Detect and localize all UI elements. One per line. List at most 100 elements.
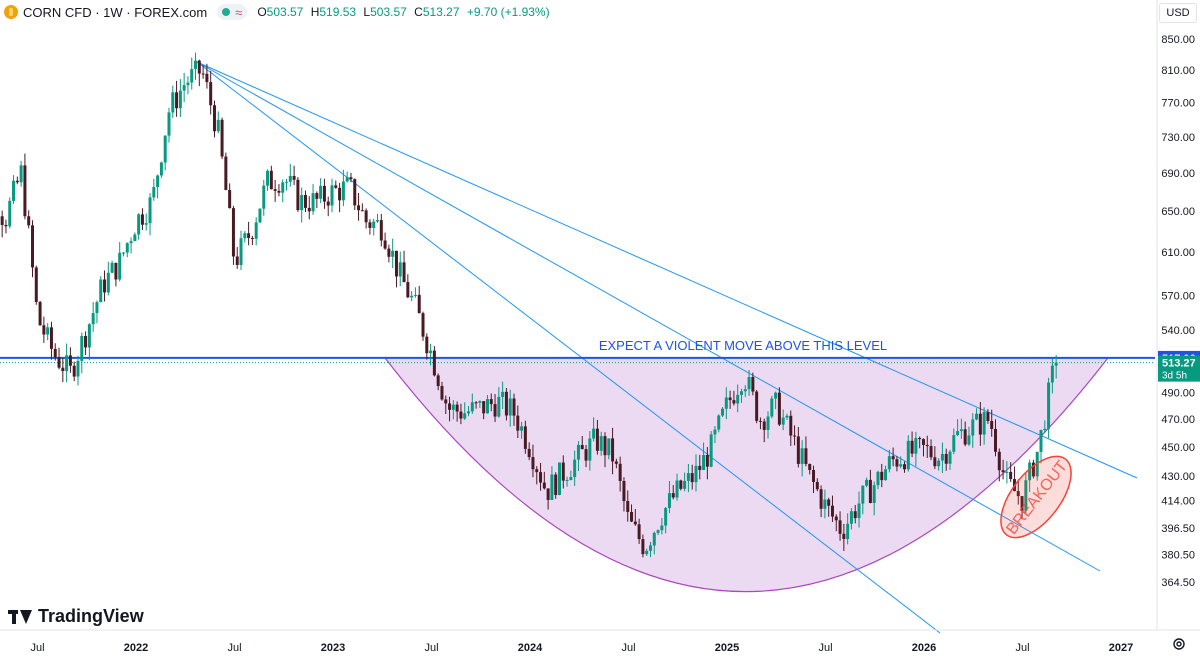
- candle-body: [148, 197, 152, 224]
- candle-body: [933, 457, 937, 467]
- candle-body: [584, 449, 588, 461]
- candle-body: [830, 505, 834, 517]
- price-tick-label: 450.00: [1161, 442, 1195, 454]
- candle-body: [504, 391, 508, 416]
- candle: [167, 107, 171, 143]
- candle: [80, 332, 84, 374]
- candle-body: [38, 301, 42, 326]
- candle: [732, 390, 736, 406]
- candle: [648, 541, 652, 558]
- candle-body: [747, 377, 751, 390]
- time-tick-label: 2024: [518, 642, 543, 654]
- currency-button[interactable]: USD: [1159, 3, 1197, 23]
- candle: [470, 393, 474, 414]
- candle-body: [467, 411, 471, 414]
- candle-body: [455, 404, 459, 412]
- candle-body: [398, 262, 402, 277]
- candle: [417, 285, 421, 314]
- price-tick-label: 396.50: [1161, 523, 1195, 535]
- candle: [258, 208, 262, 224]
- ohlc-values: O503.57 H519.53 L503.57 C513.27 +9.70 (+…: [257, 5, 553, 19]
- candle: [398, 251, 402, 287]
- candle-body: [565, 480, 569, 482]
- candle: [796, 427, 800, 468]
- candle: [868, 469, 872, 504]
- candle-body: [952, 435, 956, 452]
- candle-body: [133, 234, 137, 242]
- candle: [27, 210, 31, 229]
- high-value: 519.53: [319, 5, 357, 19]
- tradingview-mark-icon: [8, 609, 32, 624]
- open-label: O: [257, 5, 267, 19]
- candle-body: [307, 207, 311, 212]
- time-tick-label: 2026: [912, 642, 936, 654]
- candle: [561, 455, 565, 489]
- candle-body: [224, 156, 228, 190]
- candle-body: [95, 302, 99, 314]
- candle-body: [755, 391, 759, 421]
- candle: [956, 419, 960, 437]
- symbol-title[interactable]: CORN CFD · 1W · FOREX.com: [23, 4, 208, 20]
- candle: [667, 481, 671, 514]
- price-tick-label: 380.50: [1161, 550, 1195, 562]
- candle-body: [1016, 491, 1020, 497]
- market-status[interactable]: ≈: [217, 4, 248, 20]
- candle-body: [262, 185, 266, 209]
- candle-body: [175, 92, 179, 109]
- candle-body: [330, 185, 334, 206]
- candle-body: [429, 350, 433, 354]
- candle-body: [842, 533, 846, 539]
- candle: [444, 395, 448, 414]
- candle-body: [322, 185, 326, 202]
- candle: [212, 100, 216, 138]
- candle-body: [891, 456, 895, 460]
- candle: [421, 311, 425, 341]
- candle: [273, 179, 277, 202]
- candle: [1009, 462, 1013, 483]
- candle-body: [57, 357, 61, 368]
- candle: [1054, 355, 1058, 379]
- candle: [292, 165, 296, 186]
- candle: [186, 76, 190, 95]
- candle-body: [630, 511, 634, 522]
- candle: [319, 178, 323, 204]
- candle: [959, 418, 963, 439]
- candle-body: [220, 119, 224, 157]
- candle: [341, 169, 345, 207]
- candle: [34, 265, 38, 305]
- candle-body: [201, 73, 205, 75]
- candle: [156, 174, 160, 199]
- tradingview-logo[interactable]: TradingView: [8, 606, 144, 627]
- candle: [702, 442, 706, 471]
- candle: [144, 213, 148, 231]
- candle: [664, 506, 668, 534]
- candle-body: [42, 325, 46, 335]
- candle: [921, 438, 925, 457]
- close-value: 513.27: [422, 5, 460, 19]
- candle: [546, 488, 550, 510]
- last-price-label: 513.27: [1162, 358, 1196, 370]
- candle-body: [474, 402, 478, 404]
- candle-body: [118, 252, 122, 280]
- candle: [23, 153, 27, 220]
- candle: [918, 436, 922, 449]
- candle: [334, 180, 338, 189]
- candle: [391, 238, 395, 269]
- candle-body: [690, 473, 694, 483]
- time-tick-label: 2025: [715, 642, 739, 654]
- candle-body: [758, 420, 762, 422]
- candle: [766, 411, 770, 439]
- candle: [406, 274, 410, 299]
- candle: [637, 518, 641, 544]
- candle: [652, 531, 656, 555]
- candle: [497, 387, 501, 418]
- candle-body: [15, 180, 19, 183]
- candle-body: [990, 420, 994, 429]
- settings-gear-icon[interactable]: [1171, 636, 1187, 652]
- candle-body: [804, 448, 808, 464]
- time-tick-label: Jul: [227, 642, 241, 654]
- candle-body: [216, 119, 220, 132]
- candle: [512, 393, 516, 426]
- candle: [190, 57, 194, 90]
